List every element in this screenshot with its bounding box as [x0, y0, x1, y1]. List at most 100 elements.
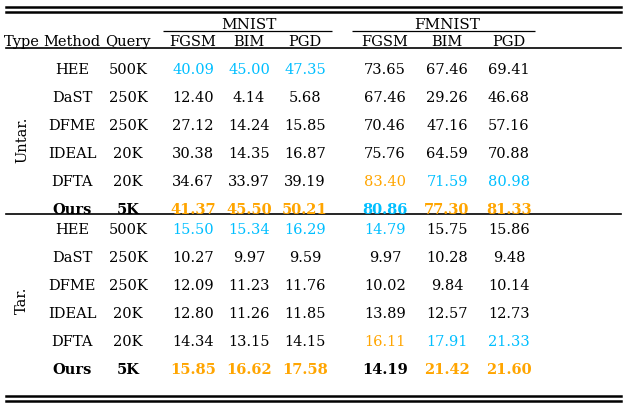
Text: 12.73: 12.73: [488, 306, 530, 320]
Text: 15.75: 15.75: [426, 222, 468, 236]
Text: 34.67: 34.67: [172, 175, 214, 189]
Text: 20K: 20K: [113, 306, 143, 320]
Text: 15.85: 15.85: [284, 119, 326, 133]
Text: 50.21: 50.21: [282, 202, 328, 216]
Text: 17.58: 17.58: [282, 362, 328, 376]
Text: 14.24: 14.24: [228, 119, 269, 133]
Text: 14.79: 14.79: [364, 222, 406, 236]
Text: 83.40: 83.40: [364, 175, 406, 189]
Text: 10.28: 10.28: [426, 250, 468, 264]
Text: 67.46: 67.46: [426, 63, 468, 77]
Text: 12.80: 12.80: [172, 306, 214, 320]
Text: 64.59: 64.59: [426, 147, 468, 161]
Text: 14.19: 14.19: [362, 362, 408, 376]
Text: HEE: HEE: [55, 222, 89, 236]
Text: 12.09: 12.09: [172, 278, 214, 292]
Text: 80.86: 80.86: [362, 202, 408, 216]
Text: Untar.: Untar.: [15, 117, 29, 163]
Text: 12.40: 12.40: [172, 91, 214, 105]
Text: Type: Type: [4, 35, 40, 49]
Text: 9.97: 9.97: [233, 250, 265, 264]
Text: 46.68: 46.68: [488, 91, 530, 105]
Text: FGSM: FGSM: [362, 35, 408, 49]
Text: 12.57: 12.57: [426, 306, 468, 320]
Text: DaST: DaST: [52, 91, 92, 105]
Text: 40.09: 40.09: [172, 63, 214, 77]
Text: 14.35: 14.35: [228, 147, 270, 161]
Text: 16.87: 16.87: [284, 147, 326, 161]
Text: 500K: 500K: [109, 63, 147, 77]
Text: 73.65: 73.65: [364, 63, 406, 77]
Text: PGD: PGD: [289, 35, 322, 49]
Text: 21.33: 21.33: [488, 334, 530, 348]
Text: 16.11: 16.11: [364, 334, 406, 348]
Text: 250K: 250K: [109, 91, 147, 105]
Text: 16.62: 16.62: [226, 362, 272, 376]
Text: 41.37: 41.37: [170, 202, 216, 216]
Text: 11.26: 11.26: [228, 306, 269, 320]
Text: 9.48: 9.48: [493, 250, 525, 264]
Text: 10.27: 10.27: [172, 250, 214, 264]
Text: 5K: 5K: [116, 202, 140, 216]
Text: 250K: 250K: [109, 119, 147, 133]
Text: 67.46: 67.46: [364, 91, 406, 105]
Text: 39.19: 39.19: [284, 175, 326, 189]
Text: 15.34: 15.34: [228, 222, 270, 236]
Text: 13.15: 13.15: [228, 334, 269, 348]
Text: 500K: 500K: [109, 222, 147, 236]
Text: 10.02: 10.02: [364, 278, 406, 292]
Text: 250K: 250K: [109, 250, 147, 264]
Text: 80.98: 80.98: [488, 175, 530, 189]
Text: BIM: BIM: [431, 35, 463, 49]
Text: 69.41: 69.41: [488, 63, 530, 77]
Text: 250K: 250K: [109, 278, 147, 292]
Text: 30.38: 30.38: [172, 147, 214, 161]
Text: FMNIST: FMNIST: [414, 18, 480, 32]
Text: 9.97: 9.97: [369, 250, 401, 264]
Text: 75.76: 75.76: [364, 147, 406, 161]
Text: DFTA: DFTA: [51, 175, 93, 189]
Text: DaST: DaST: [52, 250, 92, 264]
Text: 45.50: 45.50: [226, 202, 272, 216]
Text: DFME: DFME: [48, 278, 96, 292]
Text: 17.91: 17.91: [426, 334, 468, 348]
Text: BIM: BIM: [234, 35, 264, 49]
Text: 11.85: 11.85: [284, 306, 326, 320]
Text: 15.86: 15.86: [488, 222, 530, 236]
Text: 70.46: 70.46: [364, 119, 406, 133]
Text: MNIST: MNIST: [221, 18, 276, 32]
Text: 20K: 20K: [113, 334, 143, 348]
Text: PGD: PGD: [492, 35, 525, 49]
Text: Query: Query: [105, 35, 151, 49]
Text: 9.84: 9.84: [431, 278, 463, 292]
Text: 20K: 20K: [113, 175, 143, 189]
Text: Ours: Ours: [52, 362, 92, 376]
Text: 11.23: 11.23: [228, 278, 269, 292]
Text: 57.16: 57.16: [488, 119, 530, 133]
Text: 5K: 5K: [116, 362, 140, 376]
Text: 13.89: 13.89: [364, 306, 406, 320]
Text: 15.50: 15.50: [172, 222, 214, 236]
Text: 5.68: 5.68: [289, 91, 321, 105]
Text: 45.00: 45.00: [228, 63, 270, 77]
Text: 47.16: 47.16: [426, 119, 468, 133]
Text: HEE: HEE: [55, 63, 89, 77]
Text: DFTA: DFTA: [51, 334, 93, 348]
Text: 16.29: 16.29: [284, 222, 326, 236]
Text: Method: Method: [44, 35, 100, 49]
Text: 47.35: 47.35: [284, 63, 326, 77]
Text: 20K: 20K: [113, 147, 143, 161]
Text: Ours: Ours: [52, 202, 92, 216]
Text: DFME: DFME: [48, 119, 96, 133]
Text: 21.60: 21.60: [486, 362, 532, 376]
Text: 10.14: 10.14: [488, 278, 530, 292]
Text: FGSM: FGSM: [170, 35, 216, 49]
Text: 21.42: 21.42: [424, 362, 470, 376]
Text: 14.34: 14.34: [172, 334, 214, 348]
Text: 27.12: 27.12: [172, 119, 214, 133]
Text: 70.88: 70.88: [488, 147, 530, 161]
Text: 81.33: 81.33: [486, 202, 532, 216]
Text: 4.14: 4.14: [233, 91, 265, 105]
Text: IDEAL: IDEAL: [48, 306, 96, 320]
Text: 71.59: 71.59: [426, 175, 468, 189]
